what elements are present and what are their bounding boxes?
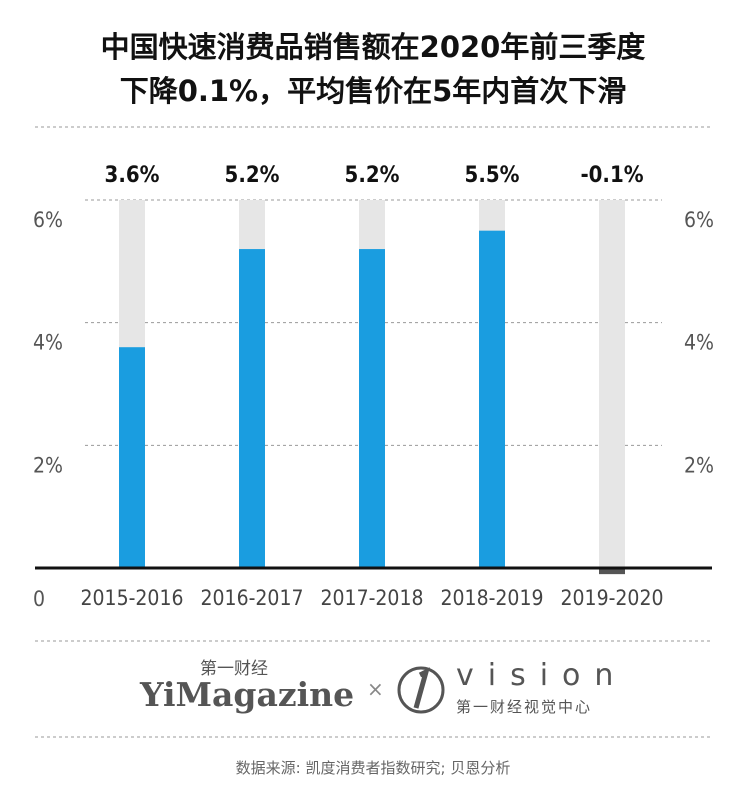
y-tick-label: 4%	[684, 331, 714, 355]
bar	[359, 249, 385, 569]
brand-main: YiMagazine	[139, 675, 354, 714]
x-tick-label: 2018-2019	[441, 586, 544, 610]
y-tick-label: 4%	[33, 331, 63, 355]
value-label: 5.5%	[465, 163, 520, 188]
y-tick-label: 6%	[33, 208, 63, 232]
value-label: 5.2%	[225, 163, 280, 188]
brand-main: vision	[456, 658, 627, 693]
value-label: 3.6%	[105, 163, 160, 188]
bar	[599, 568, 625, 575]
brand-small: 第一财经视觉中心	[456, 698, 592, 716]
brand-small: 第一财经	[200, 659, 268, 679]
value-label: -0.1%	[580, 163, 643, 188]
logo-one	[413, 667, 430, 709]
bar	[479, 230, 505, 568]
chart-title: 中国快速消费品销售额在2020年前三季度	[101, 30, 646, 64]
branding: 第一财经 YiMagazine × vision 第一财经视觉中心	[139, 658, 627, 716]
y-tick-label: 6%	[684, 208, 714, 232]
x-tick-label: 2016-2017	[201, 586, 304, 610]
value-label: 5.2%	[345, 163, 400, 188]
bar-track	[599, 200, 625, 568]
logo-circle	[397, 666, 445, 714]
y-tick-label: 2%	[684, 453, 714, 477]
y-tick-label: 2%	[33, 453, 63, 477]
chart-title: 下降0.1%，平均售价在5年内首次下滑	[120, 74, 627, 108]
brand-separator: ×	[367, 677, 384, 701]
y-tick-label: 0	[33, 587, 45, 611]
source: 数据来源: 凯度消费者指数研究; 贝恩分析	[236, 759, 511, 777]
bar	[119, 347, 145, 568]
x-tick-label: 2015-2016	[81, 586, 184, 610]
x-tick-label: 2019-2020	[561, 586, 664, 610]
bar	[239, 249, 265, 569]
x-tick-label: 2017-2018	[321, 586, 424, 610]
